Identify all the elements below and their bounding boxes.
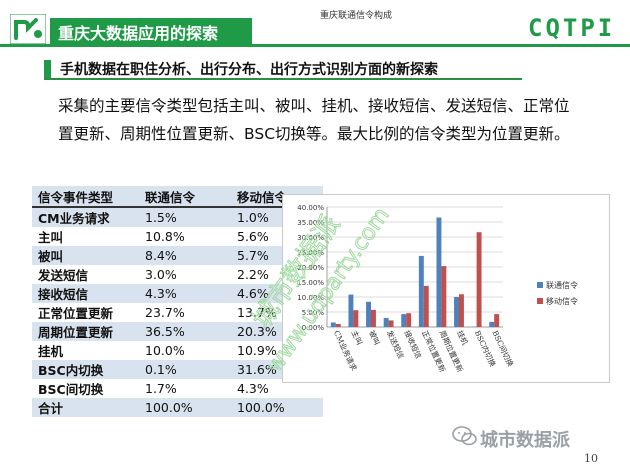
bar-unicom bbox=[489, 321, 495, 327]
row-label: BSC间切换 bbox=[32, 379, 139, 398]
logo-icon bbox=[10, 14, 46, 44]
y-tick-label: 30.00% bbox=[297, 234, 324, 242]
table-row: 挂机 10.0% 10.9% bbox=[32, 341, 323, 360]
table-row: 正常位置更新 23.7% 13.7% bbox=[32, 303, 323, 322]
bar-mobile bbox=[371, 309, 376, 327]
table-row: CM业务请求 1.5% 1.0% bbox=[32, 207, 323, 227]
row-label: 周期位置更新 bbox=[32, 322, 139, 341]
y-tick-label: 5.00% bbox=[302, 309, 325, 317]
bar-unicom bbox=[418, 255, 424, 327]
slide-header: 重庆大数据应用的探索 重庆联通信令构成 CQTPI bbox=[0, 0, 630, 56]
table-header: 信令事件类型 bbox=[32, 186, 139, 208]
cell-value: 3.0% bbox=[139, 265, 231, 284]
cell-value: 10.8% bbox=[139, 227, 231, 246]
slide-subtitle: 手机数据在职住分析、出行分布、出行方式识别方面的新探索 bbox=[60, 62, 438, 78]
x-tick-label: 主叫 bbox=[350, 329, 365, 347]
bar-mobile bbox=[476, 232, 482, 327]
row-label: 被叫 bbox=[32, 246, 139, 265]
signal-table: 信令事件类型 联通信令 移动信令 CM业务请求 1.5% 1.0% 主叫 10.8% 5.… bbox=[32, 186, 323, 417]
cell-value: 1.7% bbox=[139, 379, 231, 398]
row-label: 正常位置更新 bbox=[32, 303, 139, 322]
table-row: BSC间切换 1.7% 4.3% bbox=[32, 379, 323, 398]
bar-mobile bbox=[353, 310, 359, 327]
y-tick-label: 25.00% bbox=[297, 249, 324, 257]
bar-mobile bbox=[423, 285, 429, 327]
y-tick-label: 20.00% bbox=[297, 264, 324, 272]
bar-unicom bbox=[330, 322, 336, 327]
y-tick-label: 15.00% bbox=[297, 279, 324, 287]
bar-mobile bbox=[459, 294, 464, 327]
brand-logo: CQTPI bbox=[528, 14, 616, 42]
cell-value: 4.3% bbox=[139, 284, 231, 303]
bar-unicom bbox=[348, 294, 354, 327]
legend-label: 移动信令 bbox=[546, 296, 578, 306]
bar-mobile bbox=[494, 314, 500, 327]
row-label: 挂机 bbox=[32, 341, 139, 360]
cell-value: 0.1% bbox=[139, 360, 231, 379]
legend-swatch bbox=[537, 298, 543, 304]
bar-unicom bbox=[436, 217, 442, 327]
y-tick-label: 40.00% bbox=[297, 204, 324, 212]
row-label: CM业务请求 bbox=[32, 207, 139, 227]
bar-unicom bbox=[454, 297, 459, 327]
chart-frame: 0.00% 5.00% 10.00% 15.00% 20.00% 25.00% 30.00%… bbox=[282, 194, 610, 383]
cell-value: 8.4% bbox=[139, 246, 231, 265]
legend-swatch bbox=[537, 282, 543, 288]
table-row: 合计 100.0% 100.0% bbox=[32, 398, 323, 417]
body-paragraph: 采集的主要信令类型包括主叫、被叫、挂机、接收短信、发送短信、正常位置更新、周期性… bbox=[58, 97, 570, 143]
bar-chart: 0.00% 5.00% 10.00% 15.00% 20.00% 25.00% 30.00%… bbox=[297, 204, 578, 374]
bar-mobile bbox=[406, 313, 412, 327]
cell-value: 4.3% bbox=[231, 379, 323, 398]
table-row: 周期位置更新 36.5% 20.3% bbox=[32, 322, 323, 341]
subtitle-marker bbox=[44, 60, 51, 78]
cell-value: 100.0% bbox=[139, 398, 231, 417]
row-label: 接收短信 bbox=[32, 284, 139, 303]
cell-value: 1.5% bbox=[139, 207, 231, 227]
wechat-icon bbox=[452, 426, 477, 446]
header-divider bbox=[0, 44, 630, 47]
table-row: 被叫 8.4% 5.7% bbox=[32, 246, 323, 265]
table-header: 联通信令 bbox=[139, 186, 231, 208]
row-label: BSC内切换 bbox=[32, 360, 139, 379]
table-header-row: 信令事件类型 联通信令 移动信令 bbox=[32, 186, 323, 208]
slide-caption: 重庆联通信令构成 bbox=[320, 11, 393, 21]
footer-brand: 城市数据派 bbox=[480, 430, 570, 451]
title-bar bbox=[50, 18, 252, 44]
y-tick-label: 35.00% bbox=[297, 219, 324, 227]
cell-value: 36.5% bbox=[139, 322, 231, 341]
page-number: 10 bbox=[584, 452, 598, 465]
cell-value: 23.7% bbox=[139, 303, 231, 322]
bar-unicom bbox=[401, 314, 407, 327]
row-label: 主叫 bbox=[32, 227, 139, 246]
table-row: 主叫 10.8% 5.6% bbox=[32, 227, 323, 246]
table-row: BSC内切换 0.1% 31.6% bbox=[32, 360, 323, 379]
x-tick-label: 被叫 bbox=[367, 329, 382, 347]
bar-mobile bbox=[388, 320, 394, 327]
row-label: 发送短信 bbox=[32, 265, 139, 284]
table-row: 发送短信 3.0% 2.2% bbox=[32, 265, 323, 284]
bar-mobile bbox=[441, 266, 447, 327]
bar-unicom bbox=[383, 318, 389, 327]
cell-value: 10.0% bbox=[139, 341, 231, 360]
y-tick-label: 0.00% bbox=[302, 324, 325, 332]
row-label: 合计 bbox=[32, 398, 139, 417]
x-tick-label: 挂机 bbox=[455, 329, 471, 347]
y-tick-label: 10.00% bbox=[297, 294, 324, 302]
legend-label: 联通信令 bbox=[546, 280, 578, 290]
table-row: 接收短信 4.3% 4.6% bbox=[32, 284, 323, 303]
subtitle-underline bbox=[44, 58, 522, 80]
bar-mobile bbox=[335, 324, 341, 327]
cell-value: 100.0% bbox=[231, 398, 323, 417]
bar-unicom bbox=[366, 301, 371, 327]
slide-title: 重庆大数据应用的探索 bbox=[58, 24, 219, 43]
